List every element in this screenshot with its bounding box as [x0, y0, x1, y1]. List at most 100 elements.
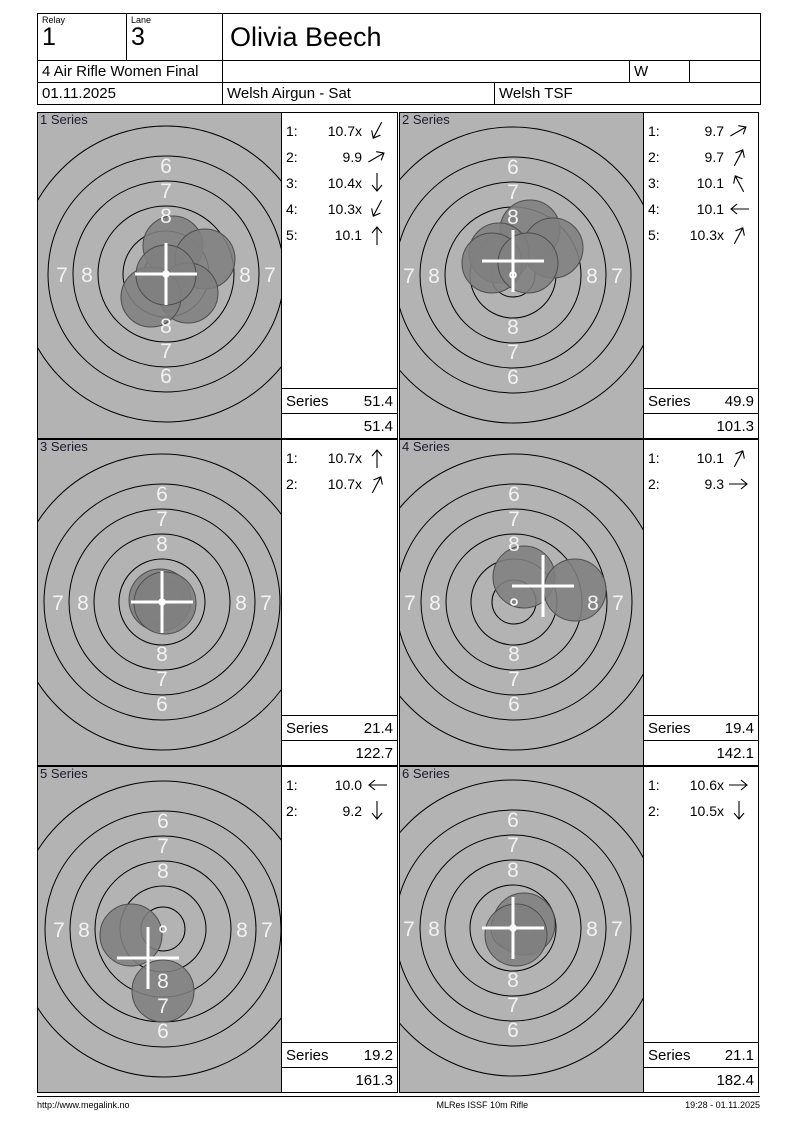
- svg-text:8: 8: [160, 205, 172, 228]
- series-title: 3 Series: [40, 439, 88, 454]
- shot-row: 2: 10.5x: [644, 798, 758, 824]
- shot-direction-arrow-icon: [726, 473, 752, 495]
- shot-row: 2: 9.9: [282, 144, 397, 170]
- shot-value: 10.7x: [327, 450, 362, 466]
- svg-text:8: 8: [586, 918, 598, 941]
- shot-row: 1: 10.6x: [644, 772, 758, 798]
- shot-index: 3:: [286, 175, 298, 191]
- svg-text:8: 8: [236, 919, 248, 942]
- series-total-row: Series 49.9: [644, 388, 758, 413]
- shot-index: 1:: [648, 777, 660, 793]
- series-title: 4 Series: [402, 439, 450, 454]
- relay-value: 1: [42, 23, 56, 51]
- shot-direction-arrow-icon: [726, 146, 752, 168]
- series-title: 5 Series: [40, 766, 88, 781]
- shot-value: 10.4x: [327, 175, 362, 191]
- svg-text:6: 6: [160, 155, 172, 178]
- svg-text:6: 6: [507, 156, 519, 179]
- running-total-label: [648, 745, 652, 762]
- shot-direction-arrow-icon: [364, 447, 390, 469]
- shot-direction-arrow-icon: [726, 800, 752, 822]
- running-total-value: 182.4: [716, 1071, 754, 1089]
- shot-list: 1: 10.0 2: 9.2: [282, 767, 397, 1042]
- svg-text:7: 7: [508, 668, 520, 691]
- shot-row: 3: 10.1: [644, 170, 758, 196]
- svg-text:8: 8: [428, 918, 440, 941]
- series-total-label: Series: [648, 1046, 691, 1064]
- shot-direction-arrow-icon: [364, 146, 390, 168]
- svg-text:7: 7: [156, 668, 168, 691]
- shot-direction-arrow-icon: [364, 774, 390, 796]
- series-total-value: 21.4: [363, 719, 393, 737]
- svg-text:8: 8: [160, 315, 172, 338]
- shot-row: 4: 10.1: [644, 196, 758, 222]
- svg-text:8: 8: [507, 316, 519, 339]
- svg-text:6: 6: [508, 693, 520, 716]
- series-total-label: Series: [648, 392, 691, 410]
- shot-value: 10.5x: [689, 803, 724, 819]
- svg-text:8: 8: [156, 533, 168, 556]
- shot-value: 9.7: [704, 123, 724, 139]
- shot-list: 1: 10.7x 2: 10.7x: [282, 440, 397, 715]
- shot-row: 4: 10.3x: [282, 196, 397, 222]
- series-totals: Series 21.4 122.7: [282, 715, 397, 765]
- shot-direction-arrow-icon: [726, 120, 752, 142]
- svg-text:7: 7: [508, 508, 520, 531]
- svg-text:7: 7: [56, 264, 68, 287]
- competition-cell: Welsh Airgun - Sat: [222, 82, 495, 105]
- running-total-value: 122.7: [355, 744, 393, 762]
- event-blank-cell: [222, 60, 630, 83]
- series-total-label: Series: [286, 392, 329, 410]
- series-totals: Series 19.4 142.1: [644, 715, 758, 765]
- footer-timestamp: 19:28 - 01.11.2025: [685, 1100, 760, 1110]
- class-blank: [690, 61, 760, 82]
- svg-text:8: 8: [428, 265, 440, 288]
- header-table: Relay 1 Lane 3 Olivia Beech 4 Air Rifle …: [37, 13, 762, 105]
- shot-value: 9.2: [342, 803, 362, 819]
- svg-text:8: 8: [508, 533, 520, 556]
- running-total-value: 101.3: [716, 417, 754, 435]
- svg-text:7: 7: [611, 918, 623, 941]
- shot-row: 1: 10.7x: [282, 445, 397, 471]
- shot-value: 10.7x: [327, 123, 362, 139]
- shot-direction-arrow-icon: [726, 198, 752, 220]
- class-blank-cell: [688, 60, 762, 83]
- svg-text:7: 7: [507, 341, 519, 364]
- event-cell: 4 Air Rifle Women Final: [37, 60, 223, 83]
- shot-index: 1:: [286, 777, 298, 793]
- running-total-row: 122.7: [282, 740, 397, 765]
- event-blank: [223, 61, 629, 82]
- shot-index: 2:: [286, 803, 298, 819]
- lane-cell: Lane 3: [126, 13, 223, 61]
- shot-row: 3: 10.4x: [282, 170, 397, 196]
- svg-text:8: 8: [77, 592, 89, 615]
- shot-value: 9.9: [342, 149, 362, 165]
- svg-text:7: 7: [507, 994, 519, 1017]
- shot-value: 10.1: [696, 201, 724, 217]
- shot-row: 2: 9.7: [644, 144, 758, 170]
- svg-text:8: 8: [78, 919, 90, 942]
- series-title: 1 Series: [40, 112, 88, 127]
- running-total-label: [648, 1072, 652, 1089]
- footer-program: MLRes ISSF 10m Rifle: [436, 1100, 529, 1110]
- class-code: W: [634, 63, 649, 80]
- header-row-identity: Relay 1 Lane 3 Olivia Beech: [37, 13, 762, 61]
- shot-row: 1: 10.7x: [282, 118, 397, 144]
- footer-url[interactable]: http://www.megalink.no: [37, 1100, 130, 1110]
- running-total-label: [648, 418, 652, 435]
- shot-value: 10.1: [334, 227, 362, 243]
- series-title: 6 Series: [402, 766, 450, 781]
- shot-row: 2: 9.3: [644, 471, 758, 497]
- shot-value: 10.6x: [689, 777, 724, 793]
- running-total-row: 101.3: [644, 413, 758, 438]
- sheet-header: Relay 1 Lane 3 Olivia Beech 4 Air Rifle …: [37, 13, 762, 105]
